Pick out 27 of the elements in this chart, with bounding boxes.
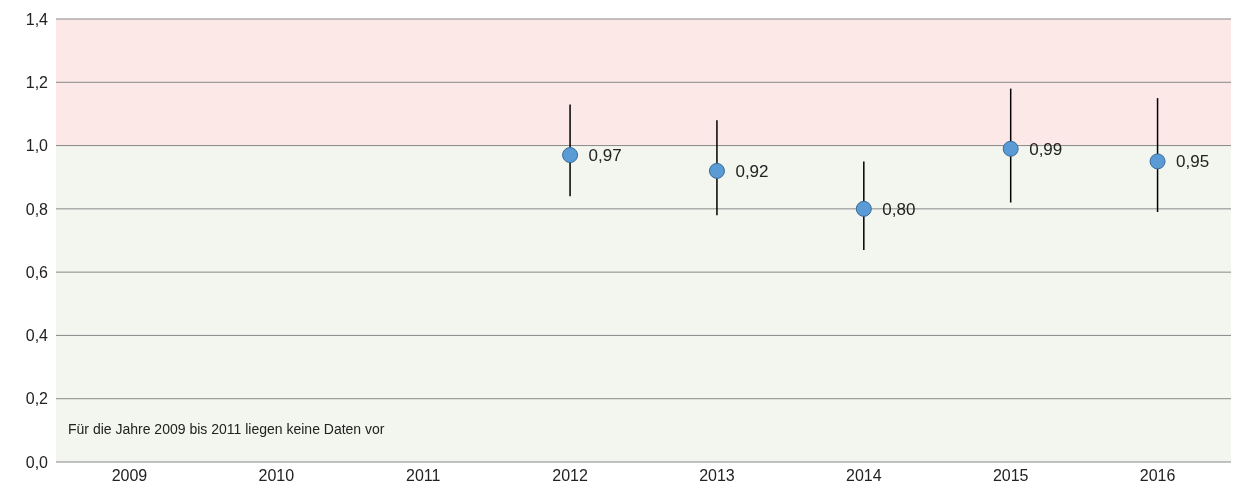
y-tick-label: 1,4 [25, 10, 49, 28]
x-tick-label: 2013 [699, 467, 735, 485]
point [562, 147, 579, 164]
x-tick-label: 2014 [846, 467, 882, 485]
point [1002, 140, 1019, 157]
data-label: 0,80 [882, 199, 916, 219]
data-label: 0,92 [735, 161, 769, 181]
x-tick-label: 2010 [258, 467, 295, 485]
annotation: Für die Jahre 2009 bis 2011 liegen keine Daten vor [68, 421, 385, 437]
point [855, 200, 872, 217]
point [708, 162, 725, 179]
data-label: 0,97 [588, 146, 622, 166]
y-tick-label: 1,0 [25, 137, 49, 155]
y-tick-label: 0,0 [25, 453, 49, 471]
point [1149, 153, 1166, 170]
y-tick-label: 0,4 [25, 327, 49, 345]
data-label: 0,99 [1029, 139, 1063, 159]
data-label: 0,95 [1176, 152, 1210, 172]
y-tick-label: 1,2 [25, 73, 49, 91]
y-tick-label: 0,6 [25, 263, 49, 281]
x-tick-label: 2012 [552, 467, 588, 485]
y-tick-label: 0,8 [25, 200, 49, 218]
x-tick-label: 2011 [405, 467, 441, 485]
x-tick-label: 2015 [992, 467, 1029, 485]
y-tick-label: 0,2 [25, 390, 49, 408]
x-tick-label: 2009 [111, 467, 148, 485]
x-tick-label: 2016 [1139, 467, 1176, 485]
